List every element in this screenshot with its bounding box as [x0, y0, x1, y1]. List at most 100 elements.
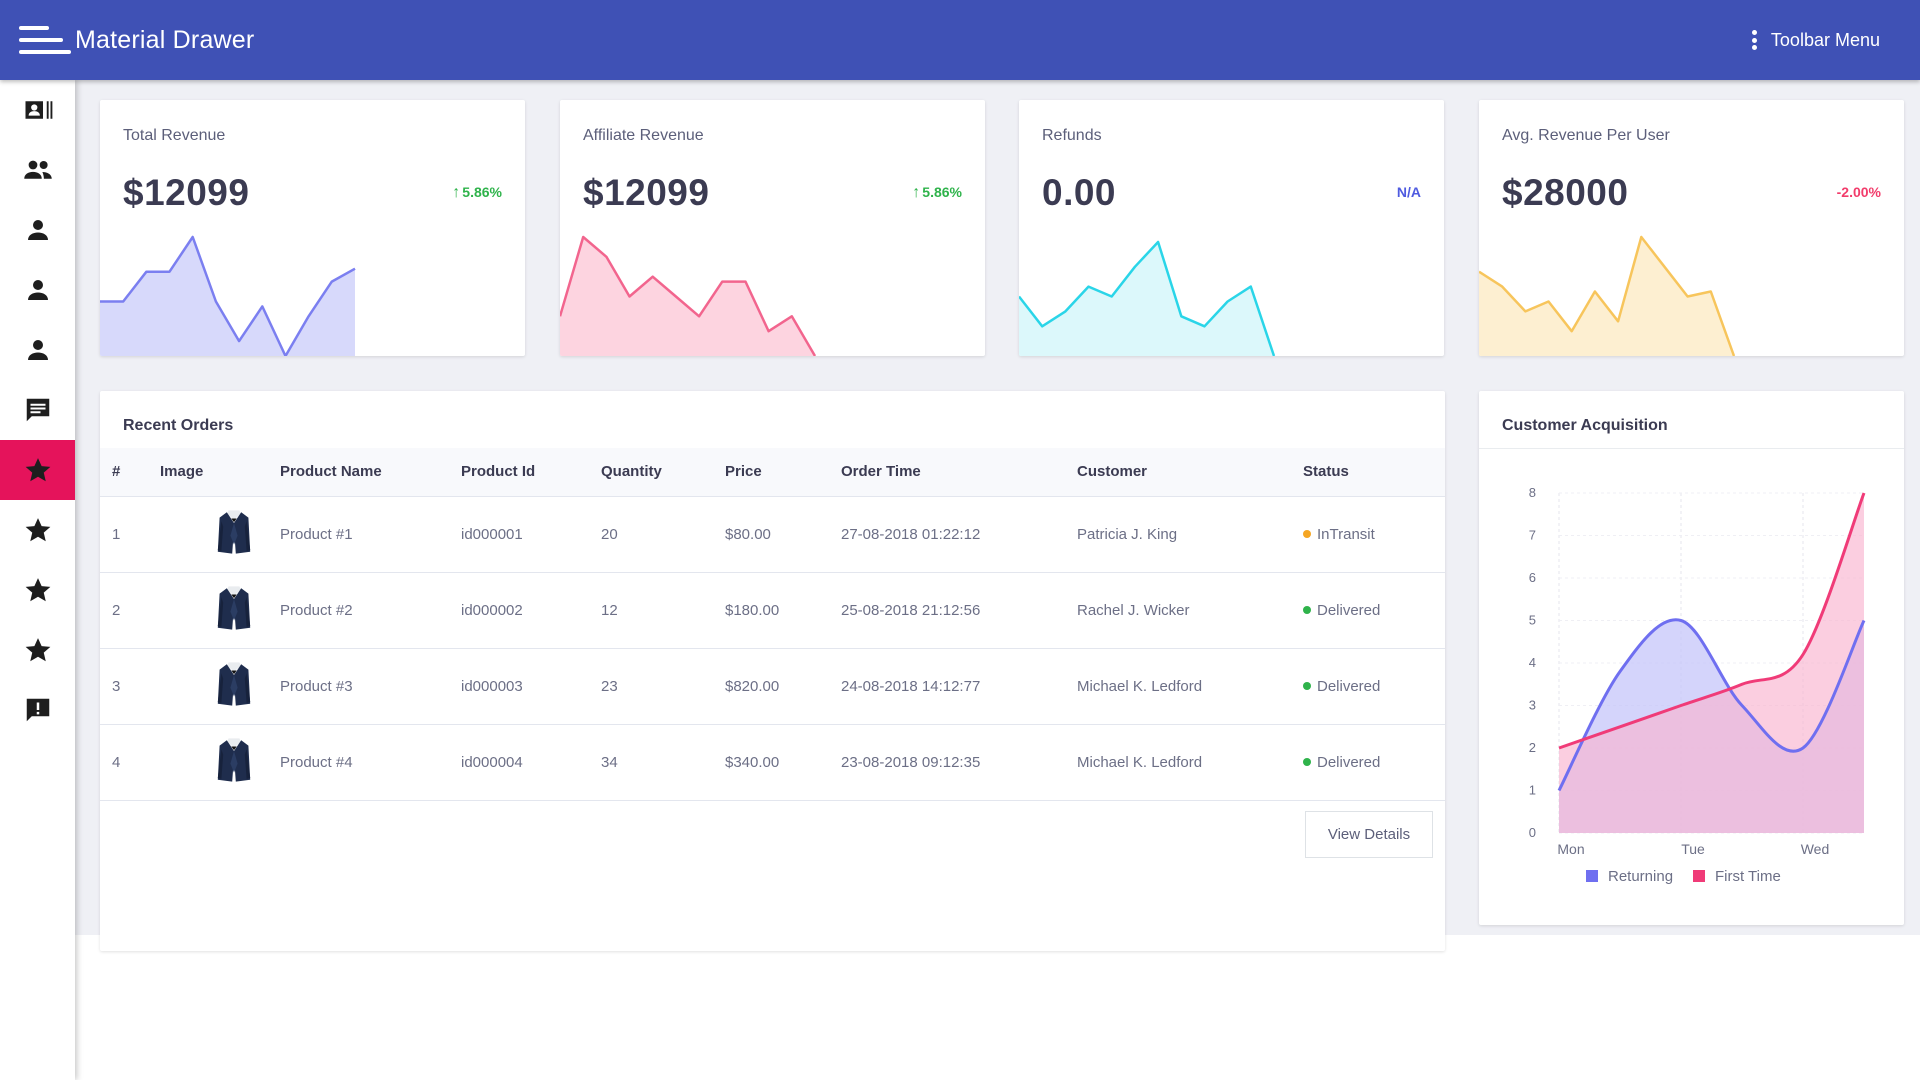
stat-value: 0.00: [1042, 172, 1117, 213]
stat-card-total-revenue: Total Revenue $12099 ↑ 5.86%: [100, 100, 525, 356]
person-icon: [27, 220, 48, 240]
stat-card-avg-revenue: Avg. Revenue Per User $28000 -2.00%: [1479, 100, 1904, 356]
order-time-cell: 23-08-2018 09:12:35: [829, 724, 1065, 801]
table-row[interactable]: 3 Product #3 id000003 23 $820.00 24-08-2018 1…: [100, 648, 1445, 725]
y-tick-label: 3: [1529, 698, 1536, 713]
table-row[interactable]: 4 Product #4 id000004 34 $340.00 23-08-2018 0…: [100, 724, 1445, 801]
sidebar-item-5[interactable]: [0, 320, 75, 380]
feedback-icon: [26, 698, 49, 722]
sparkline-area: [100, 237, 355, 356]
order-time-cell: 24-08-2018 14:12:77: [829, 648, 1065, 725]
table-header-row: # Image Product Name Product Id Quantity Pric…: [100, 448, 1445, 497]
price-cell: $820.00: [713, 648, 829, 725]
app-toolbar: Material Drawer Toolbar Menu: [0, 0, 1920, 80]
sidebar-item-8[interactable]: [0, 500, 75, 560]
product-id-cell: id000002: [449, 572, 589, 649]
sparkline-area: [1019, 242, 1274, 356]
sidebar-item-7[interactable]: [0, 440, 75, 500]
product-image-cell: [148, 648, 268, 725]
sparkline-chart: [1019, 240, 1276, 356]
quantity-cell: 12: [589, 572, 713, 649]
x-tick-label: Mon: [1557, 841, 1584, 857]
star-icon: [25, 518, 50, 542]
toolbar-menu-button[interactable]: Toolbar Menu: [1751, 0, 1880, 80]
view-details-button[interactable]: View Details: [1305, 811, 1433, 858]
product-name-cell: Product #4: [268, 724, 449, 801]
y-tick-label: 5: [1529, 613, 1536, 628]
sidebar-item-9[interactable]: [0, 560, 75, 620]
status-label: InTransit: [1317, 525, 1375, 543]
x-tick-label: Wed: [1801, 841, 1830, 857]
product-id-cell: id000001: [449, 496, 589, 573]
order-time-cell: 25-08-2018 21:12:56: [829, 572, 1065, 649]
sparkline-line: [1479, 235, 1736, 356]
sidebar-item-3[interactable]: [0, 200, 75, 260]
table-row[interactable]: 1 Product #1 id000001 20 $80.00 27-08-2018 01…: [100, 496, 1445, 573]
stat-change: ↑ 5.86%: [452, 184, 502, 201]
sidebar-item-6[interactable]: [0, 380, 75, 440]
x-tick-label: Tue: [1681, 841, 1705, 857]
menu-icon[interactable]: [19, 22, 71, 58]
stat-value: $12099: [123, 172, 250, 213]
series-area-2: [1559, 493, 1864, 833]
sidebar-item-10[interactable]: [0, 620, 75, 680]
product-name-cell: Product #2: [268, 572, 449, 649]
product-id-cell: id000004: [449, 724, 589, 801]
quantity-cell: 20: [589, 496, 713, 573]
orders-table: # Image Product Name Product Id Quantity Pric…: [100, 448, 1445, 801]
product-image-cell: [148, 572, 268, 649]
y-tick-label: 8: [1529, 485, 1536, 500]
row-number-cell: 4: [100, 724, 148, 801]
product-name-cell: Product #1: [268, 496, 449, 573]
status-cell: InTransit: [1291, 496, 1445, 573]
quantity-cell: 34: [589, 724, 713, 801]
sparkline-line: [1019, 240, 1276, 356]
stat-title: Refunds: [1042, 127, 1102, 144]
more-vert-icon: [1751, 30, 1757, 50]
customer-acquisition-title: Customer Acquisition: [1502, 417, 1668, 434]
sidebar-item-2[interactable]: [0, 140, 75, 200]
recent-orders-card: Recent Orders # Image Product Name Product …: [100, 391, 1445, 951]
sparkline-chart: [100, 235, 356, 356]
star-icon: [25, 458, 50, 482]
series-line-2: [1558, 492, 1866, 750]
sparkline-line: [560, 235, 817, 356]
y-tick-label: 0: [1529, 825, 1536, 840]
sidebar-item-4[interactable]: [0, 260, 75, 320]
series-line-1: [1557, 618, 1866, 792]
toolbar-menu-label: Toolbar Menu: [1770, 29, 1880, 50]
sparkline-area: [1479, 237, 1734, 356]
sidebar: [0, 80, 75, 1080]
product-image-cell: [148, 496, 268, 573]
legend-label[interactable]: First Time: [1715, 868, 1781, 885]
status-dot-icon: [1303, 605, 1311, 614]
sparkline-area: [560, 237, 815, 356]
column-header: Product Id: [449, 448, 589, 497]
stat-title: Affiliate Revenue: [583, 127, 704, 144]
app-title: Material Drawer: [75, 25, 255, 54]
legend-label[interactable]: Returning: [1608, 868, 1673, 885]
status-label: Delivered: [1317, 677, 1381, 695]
stat-title: Avg. Revenue Per User: [1502, 127, 1670, 144]
jacket-product-icon: [217, 738, 251, 782]
customer-name-cell: Patricia J. King: [1065, 496, 1291, 573]
sparkline-chart: [1479, 235, 1736, 356]
contacts-card-icon: [25, 101, 52, 119]
customer-acquisition-chart: 0 1 2 3 4 5 6 7 8 Mon Tue Wed Returning First Time: [1529, 485, 1866, 885]
customer-name-cell: Michael K. Ledford: [1065, 724, 1291, 801]
message-icon: [26, 398, 49, 422]
product-name-cell: Product #3: [268, 648, 449, 725]
sidebar-item-11[interactable]: [0, 680, 75, 740]
column-header: Status: [1291, 448, 1445, 497]
sparkline-chart: [560, 235, 817, 356]
legend-swatch: [1693, 870, 1705, 882]
y-tick-label: 1: [1529, 783, 1536, 798]
table-row[interactable]: 2 Product #2 id000002 12 $180.00 25-08-2018 2…: [100, 572, 1445, 649]
jacket-product-icon: [217, 586, 251, 630]
stat-value: $12099: [583, 172, 710, 213]
row-number-cell: 1: [100, 496, 148, 573]
sidebar-item-1[interactable]: [0, 80, 75, 140]
customer-acquisition-card: Customer Acquisition 0 1 2 3 4 5 6 7 8 Mon Tue Wed R…: [1479, 391, 1904, 925]
y-tick-label: 6: [1529, 570, 1536, 585]
y-tick-label: 2: [1529, 740, 1536, 755]
